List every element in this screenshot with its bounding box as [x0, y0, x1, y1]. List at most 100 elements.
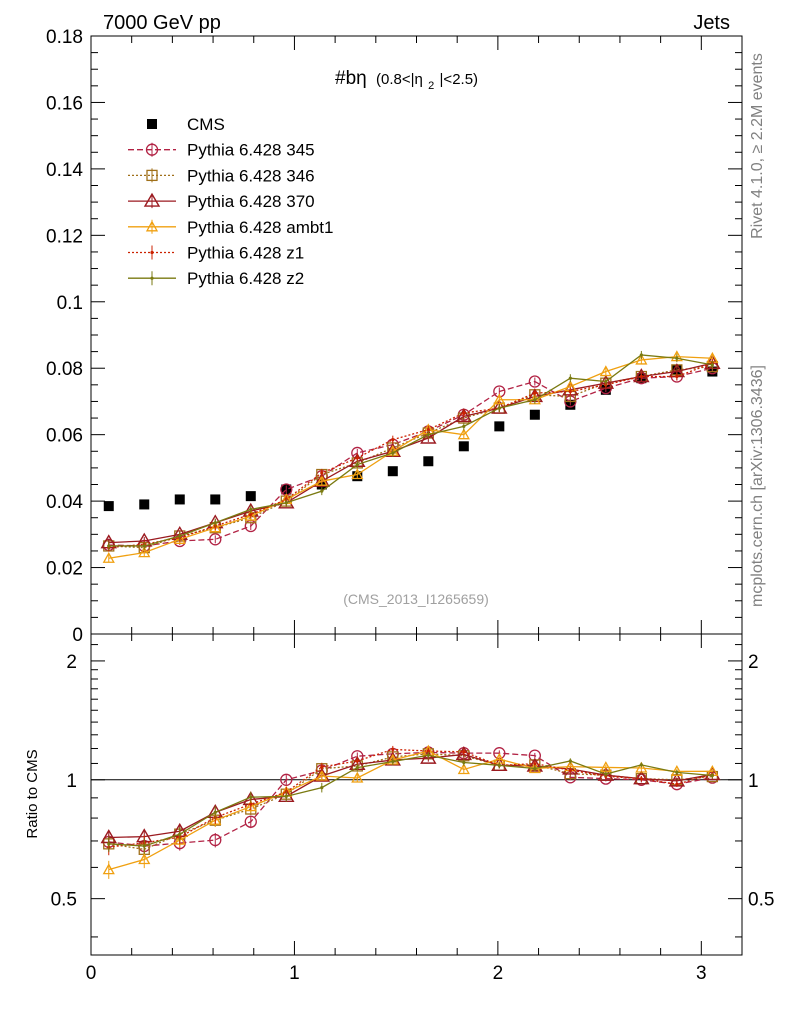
point-ambt1: [173, 532, 186, 544]
ratio-point-z1: [675, 782, 679, 786]
ratio-tick-label-right: 2: [748, 652, 759, 673]
ratio-point-z2: [568, 759, 572, 763]
series-line-p370: [108, 362, 713, 544]
y-tick-label: 0: [72, 625, 83, 646]
ratio-point-z2: [213, 810, 217, 814]
legend-marker-cms: [147, 119, 157, 129]
point-cms: [174, 494, 185, 505]
point-ambt1: [244, 509, 257, 521]
ratio-tick-label: 1: [66, 771, 77, 792]
legend-label-ambt1: Pythia 6.428 ambt1: [187, 218, 333, 237]
y-tick-label: 0.08: [46, 359, 83, 380]
point-z1: [355, 456, 359, 460]
point-ambt1: [599, 365, 612, 377]
point-z1: [675, 374, 679, 379]
point-z2: [284, 501, 288, 505]
y-tick-label: 0.12: [46, 226, 83, 247]
plot-title-sub: 2: [428, 80, 434, 92]
series-line-z1: [108, 362, 713, 549]
point-cms: [423, 456, 434, 467]
ratio-point-z1: [462, 750, 466, 754]
point-z2: [142, 544, 146, 548]
point-cms: [210, 494, 221, 505]
point-cms: [103, 501, 114, 512]
ratio-point-ambt1: [209, 813, 222, 825]
x-tick-label: 2: [493, 963, 504, 984]
ratio-point-z1: [391, 747, 395, 752]
legend-label-z1: Pythia 6.428 z1: [187, 244, 304, 263]
ratio-point-p370: [420, 749, 437, 764]
rivet-label: Rivet 4.1.0, ≥ 2.2M events: [749, 53, 766, 239]
ratio-point-ambt1: [457, 763, 470, 775]
header-right: Jets: [693, 12, 730, 34]
y-tick-label: 0.18: [46, 27, 83, 48]
main-axis-ticks: 0 0.02 0.04 0.06 0.08 0.1 0.12 0.14 0.16 0.18: [46, 27, 742, 646]
ratio-point-z2: [107, 842, 111, 846]
point-z1: [533, 391, 537, 395]
ratio-point-z1: [533, 762, 537, 766]
legend-label-p346: Pythia 6.428 346: [187, 166, 315, 185]
y-tick-label: 0.16: [46, 93, 83, 114]
ratio-point-z1: [639, 777, 643, 781]
ratio-point-z2: [284, 794, 288, 798]
legend-marker-z1: [150, 250, 154, 255]
ratio-line-p370: [108, 753, 713, 839]
point-z2: [568, 376, 572, 380]
ratio-point-p370: [633, 770, 650, 785]
ratio-point-z1: [249, 802, 253, 806]
legend: CMS Pythia 6.428 345 Pythia 6.428 346 Pythi…: [128, 115, 333, 288]
point-z1: [639, 374, 643, 379]
series-line-p345: [108, 367, 713, 547]
legend-marker-z2: [150, 276, 154, 280]
x-tick-label: 1: [289, 963, 300, 984]
ratio-axis-ticks: 0.5 0.5 1 1 2 2: [51, 644, 774, 938]
ratio-point-z2: [249, 795, 253, 799]
point-ambt1: [209, 521, 222, 533]
legend-marker-p346: [146, 169, 158, 182]
ratio-tick-label-right: 0.5: [748, 890, 774, 911]
ratio-point-p345: [244, 815, 257, 828]
point-cms: [529, 409, 540, 420]
y-tick-label: 0.02: [46, 559, 83, 580]
ratio-point-ambt1: [635, 761, 648, 773]
point-ambt1: [315, 474, 328, 486]
point-p345: [528, 375, 541, 388]
point-z2: [355, 462, 359, 467]
ratio-point-z2: [533, 766, 537, 771]
point-z2: [497, 406, 501, 410]
ratio-point-z2: [675, 770, 679, 775]
ratio-point-z2: [142, 844, 146, 848]
ratio-point-z1: [320, 765, 324, 769]
y-tick-label: 0.14: [46, 160, 83, 181]
ratio-point-z1: [568, 768, 572, 772]
point-ambt1: [493, 393, 506, 405]
point-z2: [213, 521, 217, 525]
legend-label-p370: Pythia 6.428 370: [187, 192, 315, 211]
point-z2: [249, 507, 253, 512]
mcplots-label: mcplots.cern.ch [arXiv:1306.3436]: [749, 365, 766, 607]
point-cms: [387, 466, 398, 477]
point-z2: [462, 424, 466, 428]
x-axis-ticks: 0 1 2 3: [86, 36, 707, 984]
analysis-watermark: (CMS_2013_I1265659): [343, 591, 489, 607]
ratio-point-p370: [597, 766, 615, 781]
ratio-point-z2: [639, 763, 643, 767]
point-ambt1: [351, 468, 364, 480]
ratio-tick-label: 2: [66, 652, 77, 673]
ratio-point-z2: [426, 753, 430, 757]
ratio-point-p370: [313, 767, 331, 782]
point-z2: [107, 544, 111, 548]
point-z2: [639, 353, 643, 357]
x-tick-label: 0: [86, 963, 97, 984]
point-z2: [391, 451, 395, 455]
legend-label-cms: CMS: [187, 115, 225, 134]
point-z2: [426, 433, 430, 437]
plot-title-cut-end: |<2.5): [440, 71, 479, 88]
legend-label-p345: Pythia 6.428 345: [187, 141, 315, 160]
ratio-line-z1: [108, 748, 713, 848]
point-cms: [458, 441, 469, 452]
ratio-tick-label: 0.5: [51, 890, 77, 911]
point-ambt1: [138, 546, 151, 558]
point-ambt1: [635, 353, 648, 365]
